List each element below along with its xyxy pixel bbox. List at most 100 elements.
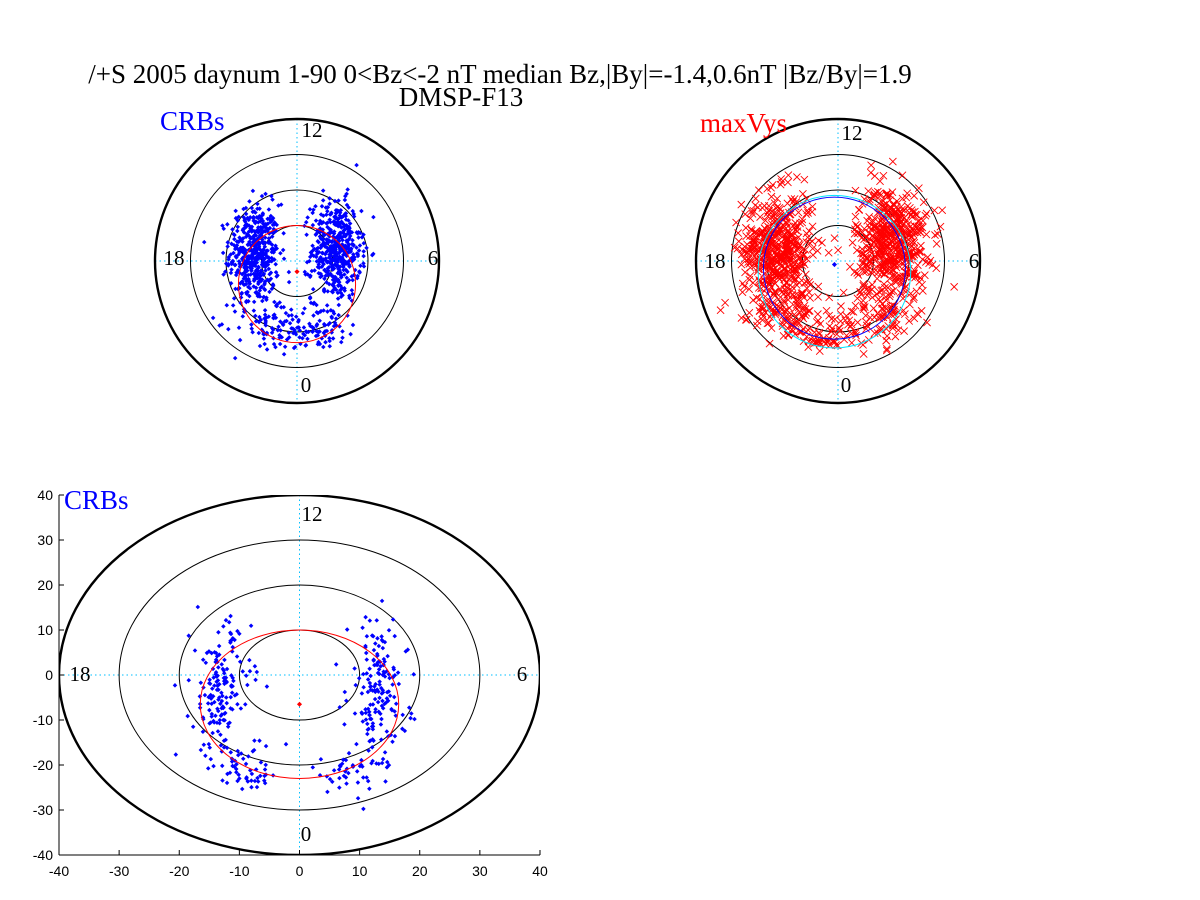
data-point xyxy=(324,280,329,285)
data-point xyxy=(816,319,825,328)
data-point xyxy=(344,698,349,703)
data-point xyxy=(290,317,295,322)
center-point xyxy=(294,269,300,275)
data-point xyxy=(313,333,319,339)
data-point xyxy=(886,221,894,230)
data-point xyxy=(376,689,381,694)
data-point xyxy=(352,666,357,671)
data-point xyxy=(788,230,797,239)
data-point xyxy=(772,238,781,247)
data-point xyxy=(792,281,801,289)
data-point xyxy=(361,261,366,266)
data-point xyxy=(802,210,811,218)
data-point xyxy=(893,215,902,223)
data-point xyxy=(377,679,382,684)
data-point xyxy=(896,218,905,227)
data-point xyxy=(804,209,812,217)
data-point xyxy=(293,331,299,337)
data-point xyxy=(378,722,384,727)
data-point xyxy=(355,795,361,801)
data-point xyxy=(767,282,776,291)
data-point xyxy=(382,750,388,755)
data-point xyxy=(258,773,263,779)
data-point xyxy=(361,264,367,269)
data-point xyxy=(852,331,860,340)
data-point xyxy=(868,293,877,302)
data-point xyxy=(335,296,341,301)
data-point xyxy=(307,296,313,301)
data-point xyxy=(914,184,923,193)
data-point xyxy=(322,276,327,282)
data-point xyxy=(754,246,763,255)
data-point xyxy=(364,657,370,662)
data-point xyxy=(221,272,226,277)
data-point xyxy=(368,684,373,690)
data-point xyxy=(755,276,764,284)
data-point xyxy=(378,663,384,669)
data-point xyxy=(385,759,390,765)
data-point xyxy=(263,320,268,326)
data-point xyxy=(878,215,887,224)
data-point xyxy=(320,260,325,265)
y-tick-label: 10 xyxy=(37,622,53,638)
data-point xyxy=(795,254,804,262)
data-point xyxy=(327,212,333,217)
data-point xyxy=(851,212,860,221)
data-point xyxy=(756,252,765,260)
data-point xyxy=(286,330,292,336)
crbs-polar-panel: CRBs 12 0 18 6 xyxy=(153,106,441,405)
data-point xyxy=(792,300,801,309)
data-point xyxy=(805,227,814,236)
data-point xyxy=(815,337,823,346)
data-point xyxy=(869,255,878,263)
data-point xyxy=(737,260,746,269)
data-point xyxy=(264,226,270,231)
data-point xyxy=(232,355,238,361)
data-point xyxy=(784,171,793,180)
data-point xyxy=(920,271,929,280)
data-point xyxy=(347,263,352,269)
data-point xyxy=(344,202,350,208)
data-point xyxy=(910,222,919,230)
maxvys-polar-panel: maxVys 12 0 18 6 xyxy=(694,108,982,405)
data-point xyxy=(254,289,259,295)
data-point xyxy=(325,309,330,314)
data-point xyxy=(259,327,265,333)
data-point xyxy=(271,341,277,347)
data-point xyxy=(314,322,320,327)
data-point xyxy=(767,183,775,192)
data-point xyxy=(878,241,886,250)
data-point xyxy=(734,229,743,238)
data-point xyxy=(318,757,324,762)
data-point xyxy=(794,240,803,248)
data-point xyxy=(360,775,366,780)
data-point xyxy=(363,650,369,656)
data-point xyxy=(325,259,331,265)
data-point xyxy=(332,198,338,204)
data-point xyxy=(252,256,258,261)
data-point xyxy=(327,343,333,349)
data-point xyxy=(374,618,379,623)
x-tick-label: 30 xyxy=(472,863,488,879)
data-point xyxy=(361,806,366,812)
data-point xyxy=(318,274,323,280)
data-point xyxy=(315,310,321,316)
data-point xyxy=(835,324,844,333)
data-point xyxy=(329,330,334,335)
data-point xyxy=(889,199,898,208)
data-point xyxy=(241,282,247,288)
data-point xyxy=(760,224,769,233)
data-point xyxy=(889,320,897,328)
data-point xyxy=(365,731,370,737)
data-point xyxy=(809,339,818,348)
data-point xyxy=(877,243,886,252)
data-point xyxy=(798,189,807,198)
data-point xyxy=(319,336,325,341)
grid-ring-30 xyxy=(731,154,945,368)
data-point xyxy=(302,306,307,311)
data-point xyxy=(784,295,793,304)
data-point xyxy=(741,315,750,324)
data-point xyxy=(374,761,379,766)
data-point xyxy=(900,327,909,336)
data-point xyxy=(258,277,263,283)
